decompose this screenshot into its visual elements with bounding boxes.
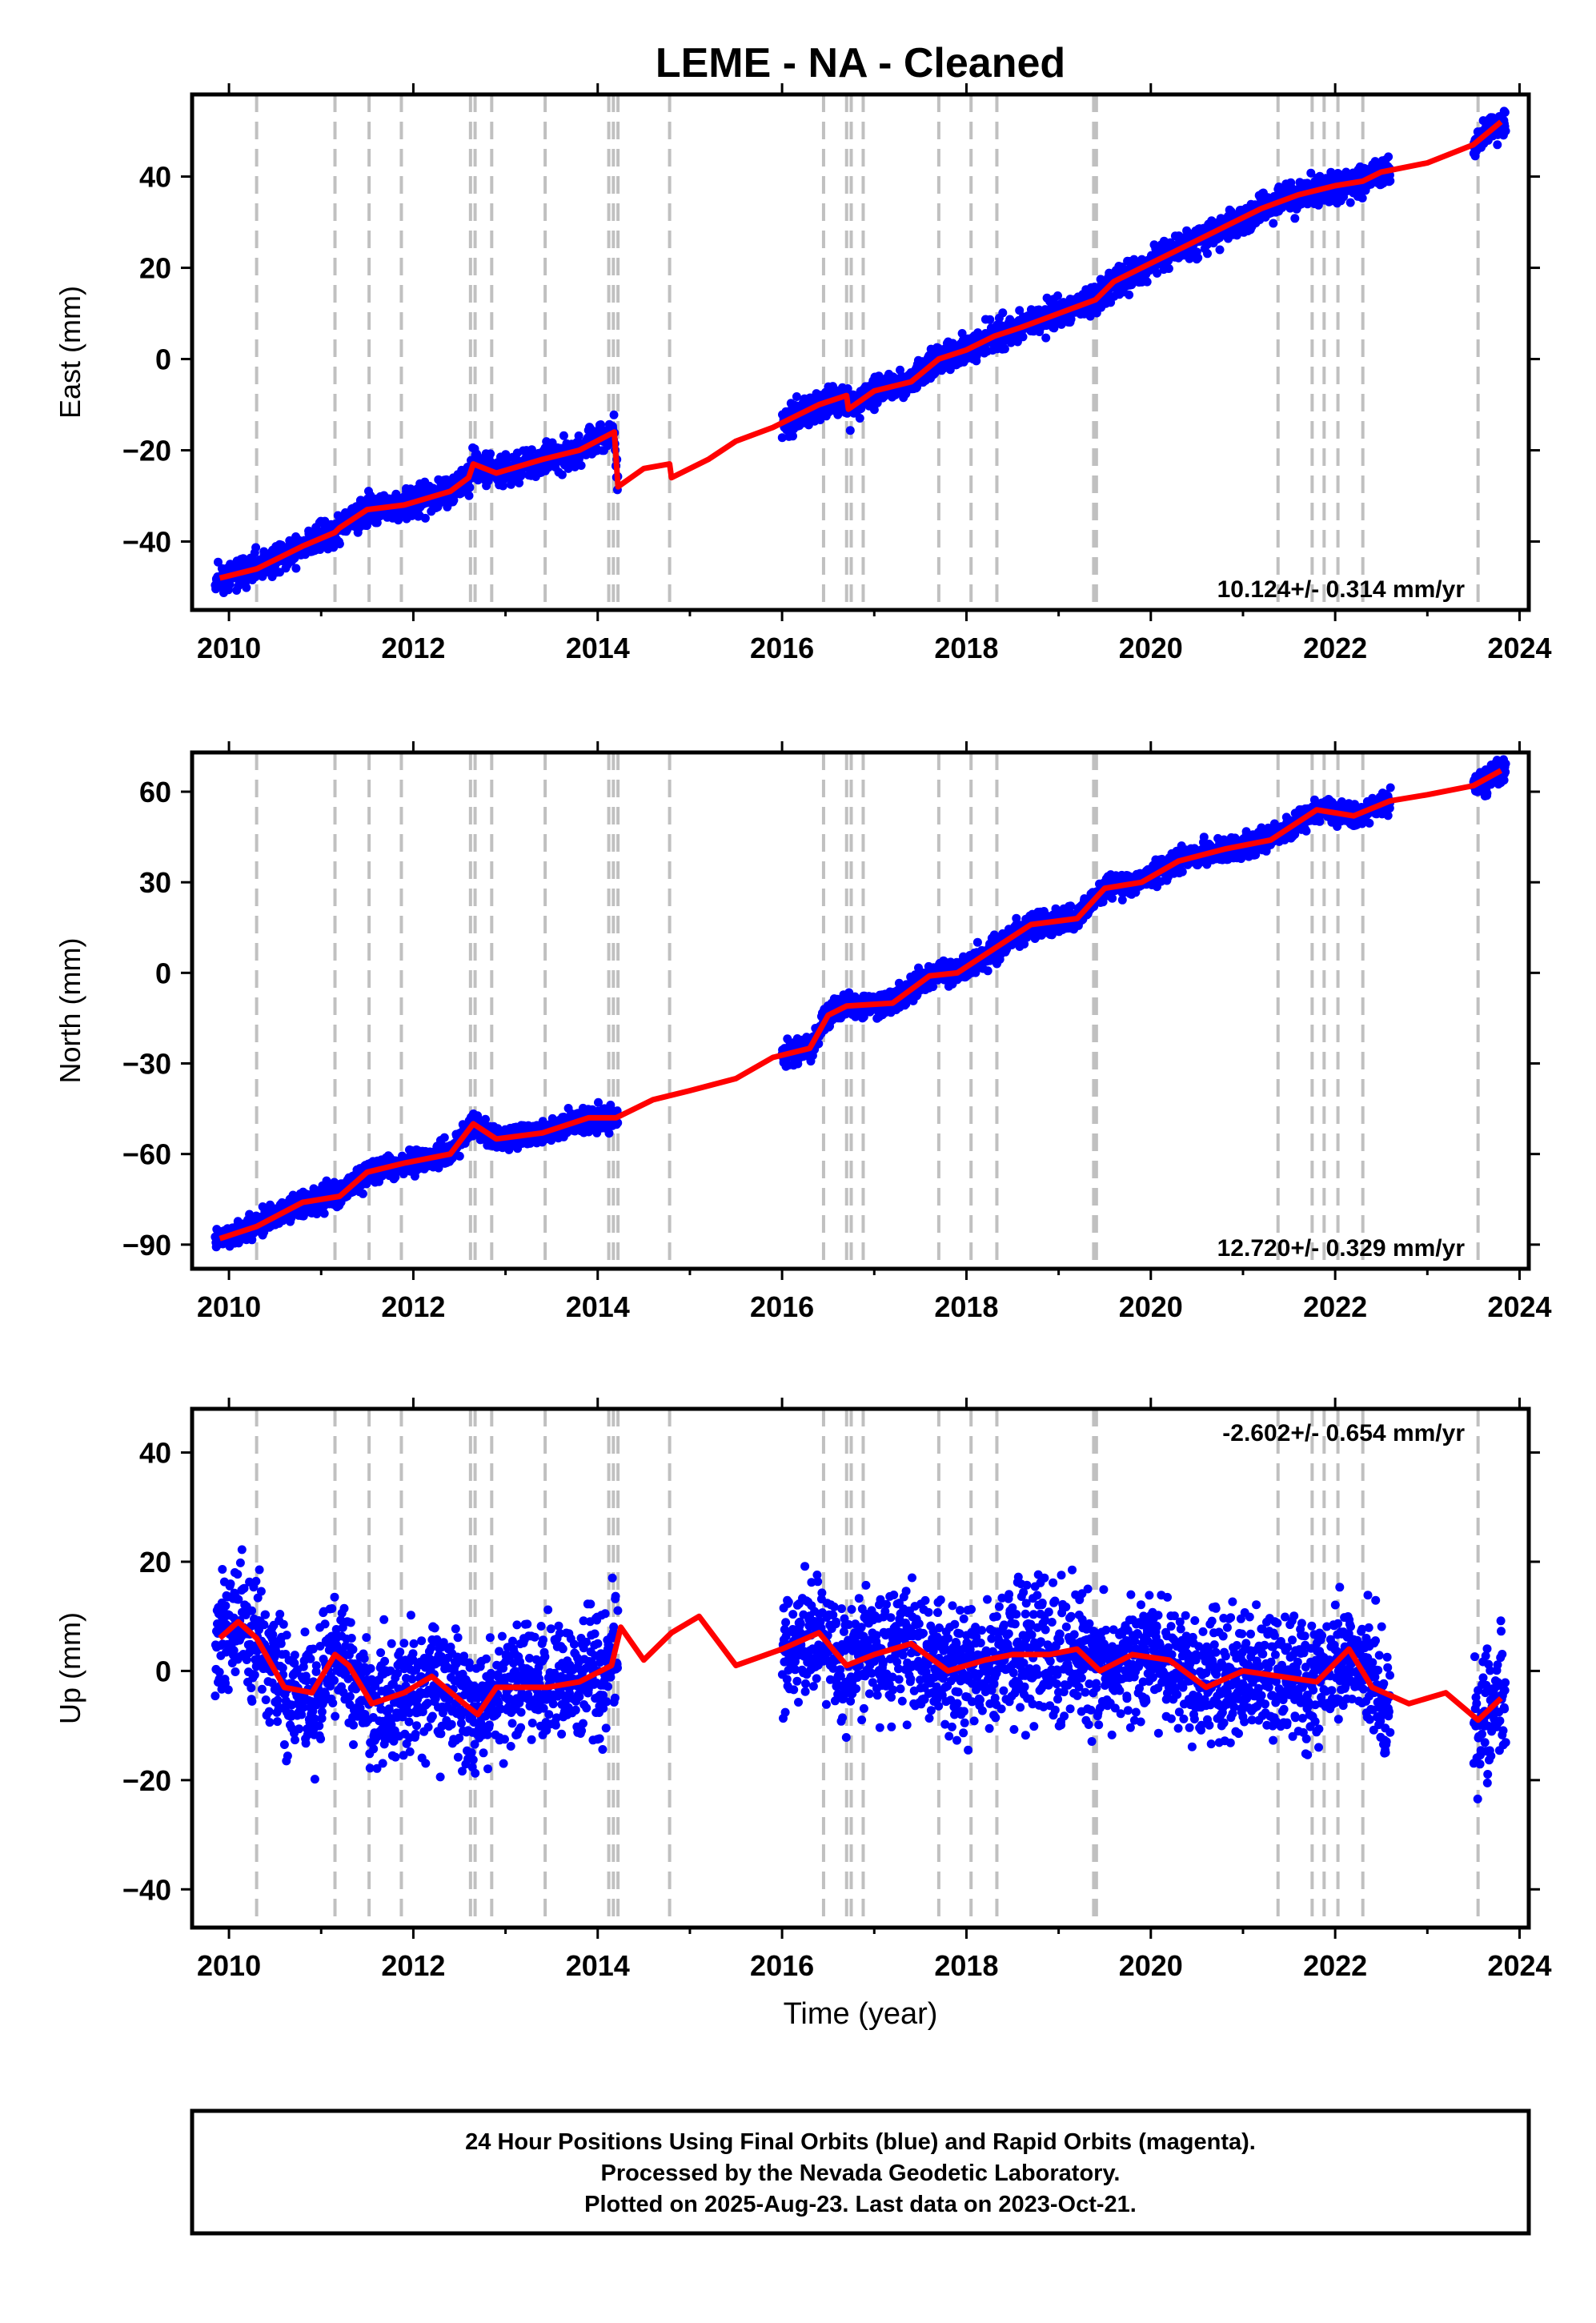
data-point: [464, 491, 474, 500]
y-axis-label: East (mm): [54, 286, 86, 419]
x-tick-label: 2016: [750, 632, 814, 664]
y-tick-label: 20: [139, 252, 171, 285]
data-point: [983, 966, 992, 976]
data-point: [1066, 315, 1076, 324]
data-point: [1053, 291, 1062, 300]
data-point: [613, 1118, 623, 1128]
data-point: [465, 483, 475, 492]
plot-area: [211, 752, 1510, 1269]
data-point: [515, 478, 524, 487]
data-point: [1345, 198, 1355, 207]
data-point: [859, 1012, 868, 1021]
data-point: [455, 1151, 464, 1161]
data-point: [574, 431, 583, 440]
data-point: [481, 1114, 490, 1124]
data-point: [843, 384, 852, 393]
data-point: [604, 1129, 614, 1138]
data-point: [792, 392, 801, 401]
data-point: [439, 1133, 449, 1142]
data-point: [594, 1097, 603, 1107]
data-point: [1501, 126, 1510, 136]
data-point: [833, 410, 843, 419]
data-point: [576, 461, 586, 470]
data-point: [242, 583, 251, 592]
data-point: [527, 445, 536, 455]
figure-title: LEME - NA - Cleaned: [656, 40, 1065, 86]
data-point: [1385, 176, 1395, 186]
data-point: [1493, 140, 1502, 150]
data-point: [1041, 333, 1051, 343]
data-point: [559, 431, 568, 440]
data-point: [609, 410, 619, 419]
north-panel: 2010 2012 2014 2016 2018 2020 2022 2024−90−60−3…: [54, 741, 1552, 1323]
data-point: [319, 1209, 329, 1218]
model-line: [219, 119, 1503, 581]
data-point: [1203, 249, 1212, 259]
data-point: [538, 1117, 547, 1126]
x-tick-label: 2010: [197, 632, 261, 664]
data-point: [1020, 939, 1029, 949]
data-point: [291, 564, 301, 573]
x-tick-label: 2014: [566, 632, 630, 664]
x-tick-label: 2020: [1119, 632, 1183, 664]
data-point: [1018, 332, 1028, 342]
data-point: [1125, 290, 1134, 299]
data-point: [1269, 219, 1278, 228]
rate-label: 10.124+/- 0.314 mm/yr: [1217, 576, 1466, 603]
data-point: [777, 433, 787, 443]
x-tick-label: 2024: [1487, 632, 1551, 664]
y-tick-label: 40: [139, 161, 171, 194]
data-point: [1306, 168, 1316, 178]
y-tick-label: −40: [122, 526, 171, 559]
data-point: [420, 513, 430, 523]
data-point: [1000, 344, 1009, 354]
east-panel: 2010 2012 2014 2016 2018 2020 2022 2024 −40 −20 0 2…: [54, 83, 1552, 664]
data-point: [486, 449, 495, 459]
data-point: [557, 470, 567, 479]
data-point: [499, 481, 507, 491]
data-point: [972, 937, 982, 947]
data-point: [251, 543, 261, 552]
data-point: [1153, 268, 1162, 278]
data-point: [1142, 277, 1152, 287]
data-point: [855, 414, 864, 423]
data-point: [1290, 214, 1300, 223]
data-point: [869, 405, 879, 415]
data-point: [845, 426, 855, 435]
data-point: [214, 557, 223, 567]
data-point: [335, 540, 344, 548]
data-point: [957, 329, 967, 338]
data-point: [985, 315, 995, 324]
data-point: [1357, 194, 1367, 203]
plot-area: [211, 94, 1510, 610]
plot-frame: [190, 92, 1531, 612]
data-point: [1012, 913, 1021, 923]
y-tick-label: −20: [122, 435, 171, 467]
data-point: [998, 308, 1008, 318]
data-point: [788, 431, 797, 441]
data-point: [225, 580, 235, 589]
x-tick-label: 2012: [381, 632, 445, 664]
y-tick-label: 0: [155, 343, 171, 376]
x-tick-label: 2022: [1303, 632, 1367, 664]
data-point: [989, 930, 999, 940]
data-point: [473, 475, 483, 485]
x-tick-label: 2018: [934, 632, 998, 664]
data-point: [358, 1189, 367, 1198]
data-point: [1015, 306, 1025, 315]
data-point: [1164, 264, 1173, 273]
observation-points: [211, 106, 1510, 597]
data-point: [1215, 245, 1225, 255]
data-point: [1500, 107, 1510, 117]
data-point: [1384, 152, 1393, 162]
data-point: [1193, 253, 1203, 263]
data-point: [596, 420, 606, 429]
